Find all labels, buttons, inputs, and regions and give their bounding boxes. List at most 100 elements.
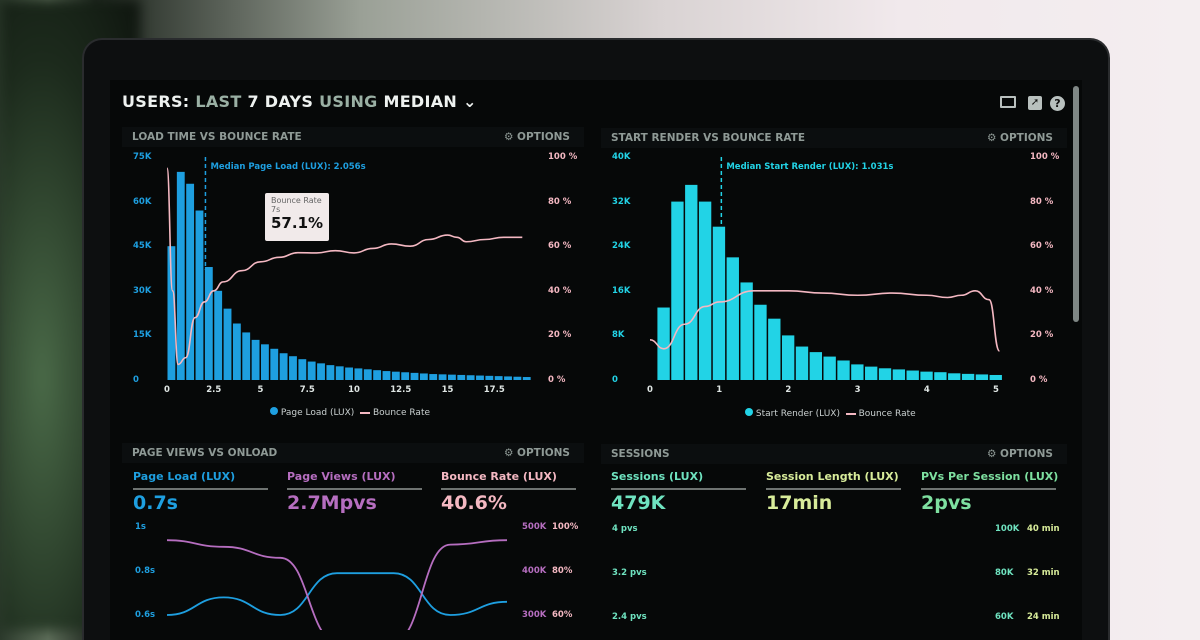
histogram-bar bbox=[270, 348, 279, 380]
histogram-bar bbox=[335, 366, 344, 380]
help-icon[interactable]: ? bbox=[1050, 96, 1065, 111]
x-tick: 15 bbox=[441, 385, 454, 395]
page-title[interactable]: USERS: LAST 7 DAYS USING MEDIAN ⌄ bbox=[122, 92, 477, 111]
histogram-bar bbox=[685, 184, 698, 380]
histogram-bar bbox=[892, 369, 906, 380]
y-tick-left: 0.8s bbox=[135, 566, 156, 576]
y-tick-left: 32K bbox=[612, 196, 631, 207]
tooltip: Bounce Rate 7s 57.1% bbox=[265, 193, 329, 241]
options-button[interactable]: ⚙ OPTIONS bbox=[986, 448, 1053, 460]
histogram-bar bbox=[419, 373, 428, 380]
histogram-bar bbox=[865, 366, 878, 380]
y-tick-right: 300K bbox=[522, 610, 547, 620]
y-tick-right: 100 % bbox=[1030, 152, 1060, 162]
histogram-bar bbox=[251, 339, 260, 380]
y-tick-left: 0 bbox=[133, 375, 139, 385]
histogram-bar bbox=[476, 375, 484, 380]
x-tick: 2.5 bbox=[206, 385, 222, 395]
kpi-value: 2.7Mpvs bbox=[287, 492, 377, 514]
histogram-bar bbox=[740, 282, 753, 380]
y-tick-left: 0 bbox=[612, 375, 618, 385]
histogram-bar bbox=[657, 307, 670, 380]
options-button[interactable]: ⚙ OPTIONS bbox=[503, 131, 570, 143]
histogram-bar bbox=[457, 374, 466, 380]
monitor-icon[interactable] bbox=[1000, 96, 1016, 108]
x-tick: 2 bbox=[785, 385, 792, 395]
histogram-bar bbox=[781, 335, 795, 380]
y-tick-right: 80% bbox=[552, 566, 573, 576]
y-tick-left: 1s bbox=[135, 522, 146, 532]
y-tick-right: 80 % bbox=[1030, 196, 1054, 207]
y-tick-right: 80K bbox=[995, 568, 1014, 578]
chart-legend: Start Render (LUX) Bounce Rate bbox=[745, 408, 916, 419]
histogram-bar bbox=[195, 210, 204, 380]
x-tick: 0 bbox=[647, 385, 653, 395]
y-tick-left: 75K bbox=[133, 152, 152, 162]
options-button[interactable]: ⚙ OPTIONS bbox=[503, 447, 570, 459]
y-tick-left: 45K bbox=[133, 241, 152, 252]
y-tick-right: 40 % bbox=[548, 285, 572, 296]
x-tick: 12.5 bbox=[390, 385, 412, 395]
histogram-bar bbox=[671, 201, 684, 380]
histogram-bar bbox=[232, 323, 241, 380]
histogram-bar bbox=[837, 360, 850, 380]
median-annotation: Median Start Render (LUX): 1.031s bbox=[726, 162, 894, 172]
y-tick-right: 0 % bbox=[1030, 375, 1048, 385]
histogram-bar bbox=[851, 364, 864, 380]
histogram-bar bbox=[373, 370, 382, 380]
share-icon[interactable]: ➚ bbox=[1028, 96, 1042, 110]
histogram-bar bbox=[726, 257, 739, 380]
histogram-bar bbox=[289, 356, 297, 380]
histogram-bar bbox=[176, 171, 185, 380]
histogram-bar bbox=[906, 370, 919, 380]
y-tick-left: 2.4 pvs bbox=[612, 612, 647, 622]
histogram-bar bbox=[298, 359, 307, 380]
scrollbar[interactable] bbox=[1073, 86, 1079, 322]
y-tick-left: 0.6s bbox=[135, 610, 156, 620]
y-tick-right: 32 min bbox=[1027, 568, 1060, 578]
y-tick-right: 60% bbox=[552, 610, 573, 620]
kpi-label: Page Load (LUX) bbox=[133, 470, 268, 490]
x-tick: 3 bbox=[854, 385, 861, 395]
kpi-label: Page Views (LUX) bbox=[287, 470, 422, 490]
series-line bbox=[166, 572, 508, 616]
histogram-bar bbox=[494, 376, 503, 380]
y-tick-right: 400K bbox=[522, 566, 547, 576]
y-tick-right: 20 % bbox=[548, 330, 572, 341]
x-tick: 10 bbox=[348, 385, 360, 395]
histogram-bar bbox=[429, 374, 438, 380]
y-tick-right: 40 % bbox=[1030, 285, 1054, 296]
bounce-rate-line bbox=[649, 289, 1001, 352]
histogram-bar bbox=[279, 353, 288, 380]
x-tick: 4 bbox=[923, 385, 930, 395]
histogram-bar bbox=[975, 374, 989, 380]
panel-header-sessions: SESSIONS ⚙ OPTIONS bbox=[601, 444, 1067, 464]
histogram-bar bbox=[438, 374, 447, 380]
legend-line-icon bbox=[360, 411, 371, 414]
x-tick: 0 bbox=[164, 385, 170, 395]
histogram-bar bbox=[214, 290, 223, 380]
x-tick: 7.5 bbox=[299, 385, 315, 395]
kpi-value: 0.7s bbox=[133, 492, 178, 514]
histogram-bar bbox=[698, 201, 712, 380]
histogram-bar bbox=[934, 372, 947, 380]
histogram-bar bbox=[391, 371, 400, 380]
y-tick-left: 16K bbox=[612, 285, 631, 296]
x-tick: 1 bbox=[716, 385, 723, 395]
y-tick-left: 24K bbox=[612, 241, 631, 252]
histogram-bar bbox=[795, 346, 809, 380]
histogram-bar bbox=[823, 356, 836, 380]
histogram-bar bbox=[363, 369, 372, 380]
legend-dot-icon bbox=[745, 408, 753, 416]
x-tick: 5 bbox=[257, 385, 264, 395]
histogram-bar bbox=[768, 318, 781, 380]
panel-header-page-views: PAGE VIEWS VS ONLOAD ⚙ OPTIONS bbox=[122, 443, 584, 463]
kpi-value: 40.6% bbox=[441, 492, 507, 514]
histogram-bar bbox=[809, 352, 822, 380]
x-tick: 5 bbox=[993, 385, 999, 395]
options-button[interactable]: ⚙ OPTIONS bbox=[986, 132, 1053, 144]
histogram-bar bbox=[989, 374, 1002, 380]
y-tick-right: 100% bbox=[552, 522, 579, 532]
chevron-down-icon[interactable]: ⌄ bbox=[463, 92, 477, 111]
bounce-rate-line bbox=[166, 167, 523, 366]
